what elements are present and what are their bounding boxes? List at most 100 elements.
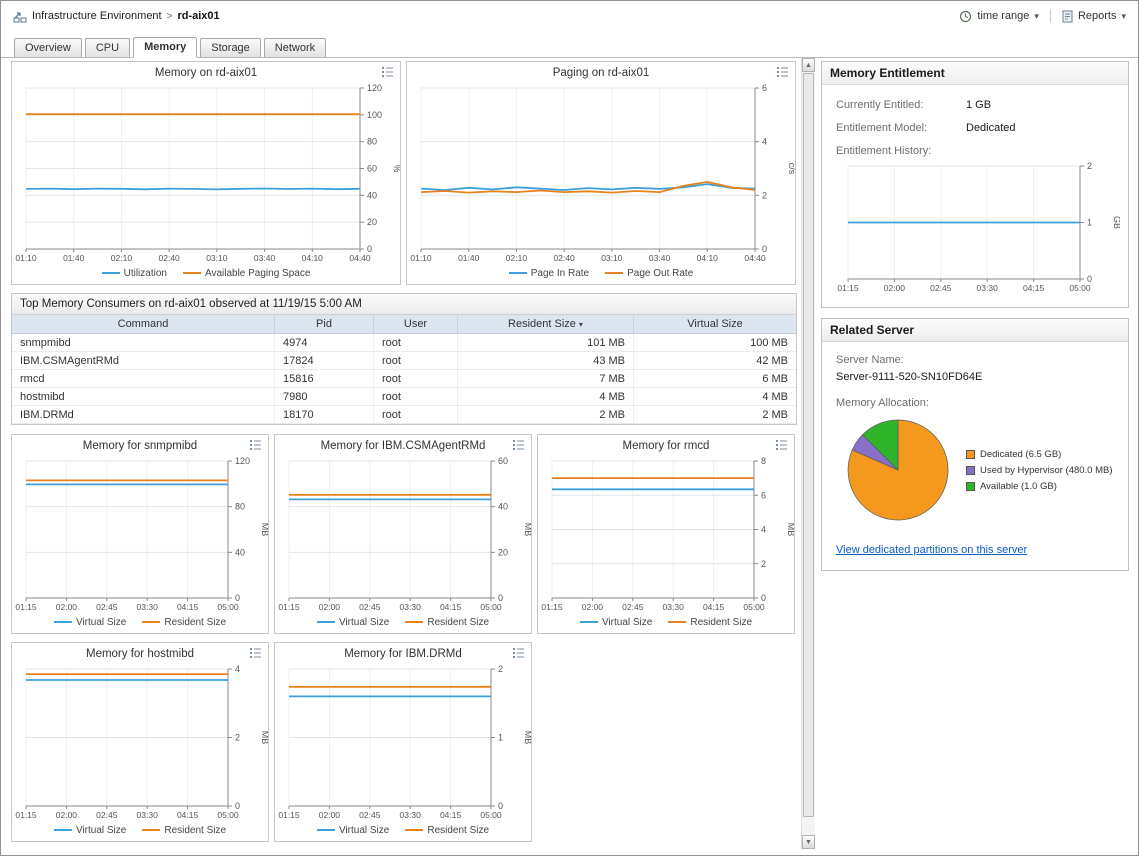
table-cell[interactable]: 7 MB [458,370,634,388]
tab-network[interactable]: Network [263,38,327,57]
consumers-table: Command Pid User Resident Size ▾ Virtual Size… [12,315,796,424]
chart-row-top: Memory on rd-aix01 0 20 40 60 80 100 120 01:10 0… [11,61,797,285]
legend-label: Virtual Size [75,616,127,628]
tab-overview[interactable]: Overview [14,38,82,57]
table-cell[interactable]: 18170 [275,406,374,424]
table-cell[interactable]: snmpmibd [12,334,275,352]
column-header-user[interactable]: User [374,315,458,334]
scroll-up-icon[interactable]: ▲ [802,58,815,72]
vertical-scrollbar[interactable]: ▲ ▼ [801,58,815,849]
svg-text:2: 2 [1087,161,1092,171]
table-cell[interactable]: 4 MB [458,388,634,406]
svg-text:03:30: 03:30 [977,283,999,293]
svg-text:40: 40 [367,190,377,200]
column-header-command[interactable]: Command [12,315,275,334]
chart-options-icon[interactable] [513,440,525,451]
pie-legend-item: Dedicated (6.5 GB) [966,449,1113,460]
column-header-pid[interactable]: Pid [275,315,374,334]
svg-text:02:45: 02:45 [359,810,381,820]
svg-text:02:00: 02:00 [319,602,341,612]
allocation-pie[interactable] [842,414,954,526]
table-cell[interactable]: 4974 [275,334,374,352]
legend-label: Virtual Size [338,616,390,628]
table-cell[interactable]: 2 MB [634,406,796,424]
tab-memory[interactable]: Memory [133,37,198,58]
table-cell[interactable]: 100 MB [634,334,796,352]
chart-options-icon[interactable] [513,648,525,659]
view-partitions-link[interactable]: View dedicated partitions on this server [836,544,1028,556]
chart-plot[interactable]: 0 2 4 01:15 02:00 02:45 03:30 04:15 05:00 MB [12,664,268,822]
legend-line-icon [405,829,424,831]
column-header-resident-size[interactable]: Resident Size ▾ [458,315,634,334]
legend-item: Page Out Rate [605,268,693,279]
legend-line-icon [182,272,201,274]
table-cell[interactable]: 7980 [275,388,374,406]
chart-plot[interactable]: 0 40 80 120 01:15 02:00 02:45 03:30 04:15 05:00 MB [12,456,268,614]
field-value: 1 GB [966,99,992,111]
scrollbar-thumb[interactable] [803,73,814,817]
time-range-caret-icon[interactable]: ▾ [1034,10,1039,21]
chart-options-icon[interactable] [777,67,789,78]
svg-text:02:40: 02:40 [554,253,576,263]
legend-item: Virtual Size [53,616,127,628]
chart-options-icon[interactable] [250,648,262,659]
chart-plot[interactable]: 0 20 40 60 01:15 02:00 02:45 03:30 04:15 05:00 MB [275,456,531,614]
svg-text:80: 80 [235,502,245,512]
svg-text:0: 0 [498,801,503,811]
table-cell[interactable]: IBM.DRMd [12,406,275,424]
table-cell[interactable]: 43 MB [458,352,634,370]
chart-options-icon[interactable] [776,440,788,451]
svg-text:20: 20 [367,217,377,227]
table-cell[interactable]: 17824 [275,352,374,370]
table-cell[interactable]: 101 MB [458,334,634,352]
table-cell[interactable]: hostmibd [12,388,275,406]
svg-text:0: 0 [498,593,503,603]
svg-text:02:00: 02:00 [56,810,78,820]
svg-text:0: 0 [762,244,767,254]
tab-storage[interactable]: Storage [200,38,261,57]
svg-text:2: 2 [498,664,503,674]
legend-line-icon [668,621,687,623]
table-cell[interactable]: root [374,334,458,352]
chart-plot[interactable]: 0 2 4 6 01:10 01:40 02:10 02:40 03:10 03:40 04:10 0… [407,83,795,265]
svg-text:0: 0 [761,593,766,603]
entitlement-history-chart[interactable]: 0 1 2 01:15 02:00 02:45 03:30 04:15 05:00 GB [834,161,1120,295]
svg-text:04:15: 04:15 [440,810,462,820]
column-header-virtual-size[interactable]: Virtual Size [634,315,796,334]
table-cell[interactable]: root [374,352,458,370]
scroll-down-icon[interactable]: ▼ [802,835,815,849]
svg-text:01:15: 01:15 [541,602,563,612]
table-cell[interactable]: rmcd [12,370,275,388]
table-cell[interactable]: root [374,406,458,424]
legend-line-icon [142,829,161,831]
svg-text:120: 120 [235,456,250,466]
legend-item: Available Paging Space [182,268,310,279]
svg-text:2: 2 [762,190,767,200]
table-cell[interactable]: 4 MB [634,388,796,406]
chart-plot[interactable]: 0 2 4 6 8 01:15 02:00 02:45 03:30 04:15 05:00 MB [538,456,794,614]
table-cell[interactable]: root [374,388,458,406]
table-cell[interactable]: IBM.CSMAgentRMd [12,352,275,370]
reports-caret-icon[interactable]: ▾ [1121,10,1126,21]
pie-legend-label: Dedicated (6.5 GB) [980,448,1062,460]
chart-plot[interactable]: 0 20 40 60 80 100 120 01:10 01:40 02:10 02:40 03:10… [12,83,400,265]
legend-item: Resident Size [142,825,226,836]
table-cell[interactable]: 6 MB [634,370,796,388]
chart-options-icon[interactable] [382,67,394,78]
table-cell[interactable]: root [374,370,458,388]
chart-plot[interactable]: 0 1 2 01:15 02:00 02:45 03:30 04:15 05:00 MB [275,664,531,822]
svg-text:03:30: 03:30 [137,810,159,820]
reports-label[interactable]: Reports [1077,10,1117,22]
legend-line-icon [142,621,161,623]
breadcrumb-root[interactable]: Infrastructure Environment [32,10,162,22]
pie-legend-swatch-icon [966,465,975,475]
table-cell[interactable]: 2 MB [458,406,634,424]
chart-options-icon[interactable] [250,440,262,451]
time-range-icon[interactable] [959,10,972,23]
table-cell[interactable]: 42 MB [634,352,796,370]
tab-cpu[interactable]: CPU [84,38,131,57]
reports-icon[interactable] [1062,10,1073,23]
table-cell[interactable]: 15816 [275,370,374,388]
svg-text:MB: MB [260,731,268,745]
time-range-label[interactable]: time range [977,10,1030,22]
